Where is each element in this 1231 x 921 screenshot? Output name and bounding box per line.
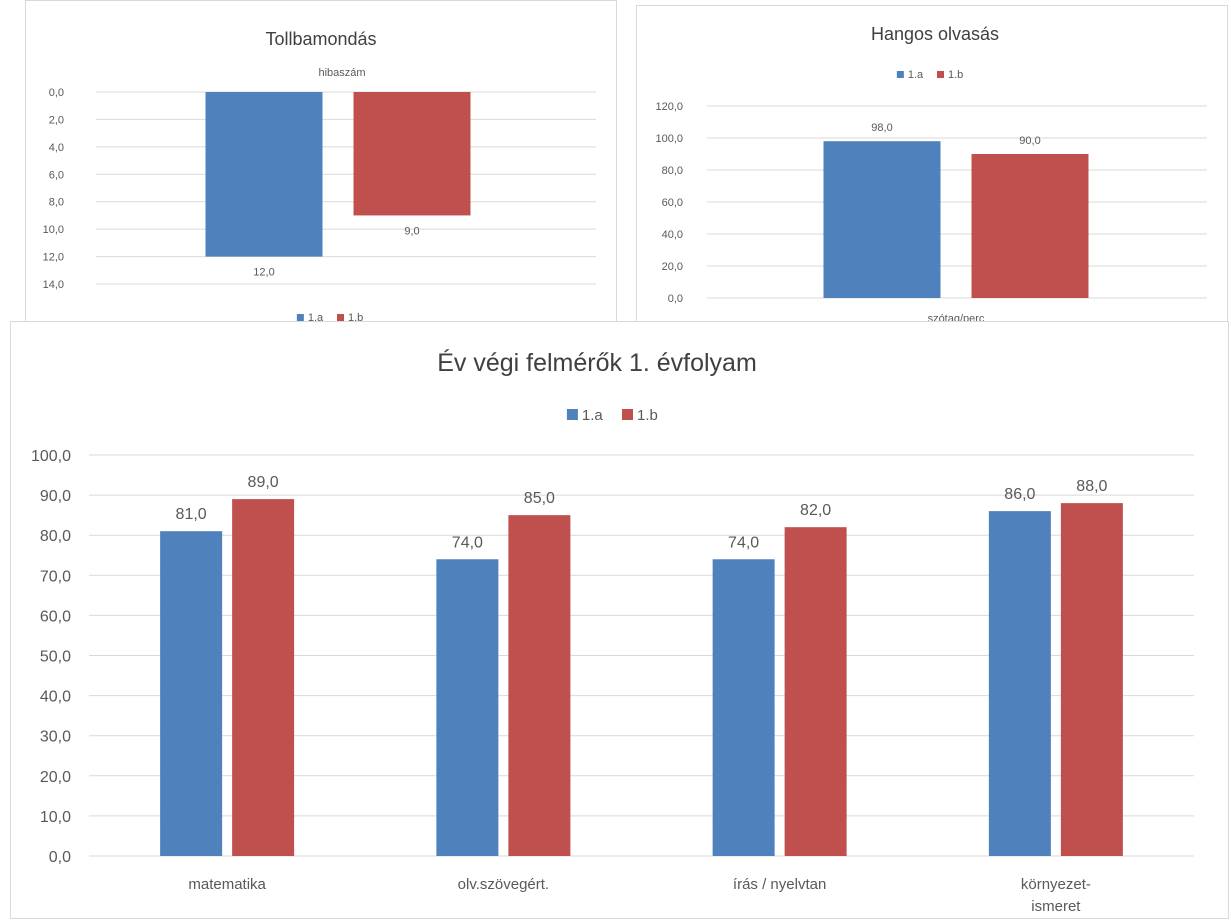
bar-1b-2 (784, 527, 847, 856)
legend-swatch-1a (566, 409, 578, 420)
chart2-svg: Hangos olvasás 1.a 1.b 0,0 20,0 40,0 60,0 80,0 1… (655, 24, 1207, 325)
legend-label-1b: 1.b (948, 69, 963, 81)
y-tick-label: 4,0 (49, 142, 64, 154)
legend-label-1a: 1.a (582, 407, 604, 424)
y-tick-label: 40,0 (40, 689, 71, 706)
category-label: írás / nyelvtan (733, 876, 826, 893)
y-tick-label: 8,0 (49, 197, 64, 209)
data-label-1a-1: 74,0 (452, 534, 483, 551)
data-label-1a-3: 86,0 (1004, 486, 1035, 503)
y-tick-label: 80,0 (662, 165, 683, 177)
y-tick-label: 20,0 (662, 261, 683, 273)
data-label-1b-2: 82,0 (800, 502, 831, 519)
data-label-1b-0: 89,0 (248, 474, 279, 491)
data-label-1a-2: 74,0 (728, 534, 759, 551)
data-label-1b: 9,0 (404, 225, 419, 237)
y-tick-label: 10,0 (43, 224, 64, 236)
category-label: ismeret (1031, 898, 1081, 915)
chart-tollbamondas: Tollbamondás hibaszám 0,0 2,0 4,0 6,0 8,0 10,0 1… (25, 0, 617, 342)
legend-swatch-1b (337, 314, 344, 321)
category-label: környezet- (1021, 876, 1091, 893)
legend-label-1a: 1.a (908, 69, 924, 81)
y-tick-label: 10,0 (40, 809, 71, 826)
legend-swatch-1a (296, 314, 304, 321)
y-tick-label: 60,0 (40, 608, 71, 625)
chart3-svg: Év végi felmérők 1. évfolyam 1.a 1.b 0,0 10,… (31, 348, 1194, 915)
bar-1b-1 (508, 515, 571, 856)
bar-1b (353, 92, 471, 216)
legend-swatch-1b (622, 409, 633, 420)
y-tick-label: 20,0 (40, 769, 71, 786)
y-tick-label: 40,0 (662, 229, 683, 241)
data-label-1a: 12,0 (253, 267, 274, 279)
chart-title: Hangos olvasás (871, 24, 999, 44)
y-tick-label: 100,0 (31, 448, 71, 465)
y-tick-label: 80,0 (40, 528, 71, 545)
chart-hangos-olvasas: Hangos olvasás 1.a 1.b 0,0 20,0 40,0 60,0 80,0 1… (636, 5, 1228, 335)
y-tick-label: 120,0 (655, 101, 683, 113)
data-label-1b-3: 88,0 (1076, 478, 1107, 495)
bar-1a (205, 92, 323, 257)
legend-swatch-1a (896, 71, 904, 78)
data-label-1a: 98,0 (871, 122, 892, 134)
bar-1a-0 (160, 531, 223, 856)
category-label: olv.szövegért. (458, 876, 549, 893)
y-tick-label: 100,0 (655, 133, 683, 145)
y-tick-label: 0,0 (49, 87, 64, 99)
chart-title: Év végi felmérők 1. évfolyam (437, 348, 757, 377)
y-tick-label: 60,0 (662, 197, 683, 209)
bar-1a-2 (712, 559, 775, 856)
legend-label-1b: 1.b (637, 407, 658, 424)
y-tick-label: 70,0 (40, 568, 71, 585)
bar-1a (823, 141, 941, 298)
chart1-svg: Tollbamondás hibaszám 0,0 2,0 4,0 6,0 8,0 10,0 1… (43, 29, 596, 324)
data-label-1a-0: 81,0 (176, 506, 207, 523)
data-label-1b: 90,0 (1019, 135, 1040, 147)
bar-1a-3 (988, 511, 1051, 856)
bar-1b-3 (1060, 503, 1123, 856)
category-label: matematika (188, 876, 266, 893)
y-tick-label: 12,0 (43, 252, 64, 264)
data-label-1b-1: 85,0 (524, 490, 555, 507)
chart-title: Tollbamondás (265, 29, 376, 49)
y-tick-label: 0,0 (668, 293, 683, 305)
y-tick-label: 0,0 (49, 849, 71, 866)
bar-1a-1 (436, 559, 499, 856)
y-tick-label: 30,0 (40, 729, 71, 746)
category-label: hibaszám (318, 67, 365, 79)
chart-ev-vegi-felmerok: Év végi felmérők 1. évfolyam 1.a 1.b 0,0 10,… (10, 321, 1229, 919)
y-tick-label: 6,0 (49, 169, 64, 181)
bar-1b-0 (232, 499, 295, 856)
y-tick-label: 90,0 (40, 488, 71, 505)
y-tick-label: 50,0 (40, 649, 71, 666)
legend-swatch-1b (937, 71, 944, 78)
y-tick-label: 14,0 (43, 279, 64, 291)
bar-1b (971, 154, 1089, 298)
y-tick-label: 2,0 (49, 114, 64, 126)
